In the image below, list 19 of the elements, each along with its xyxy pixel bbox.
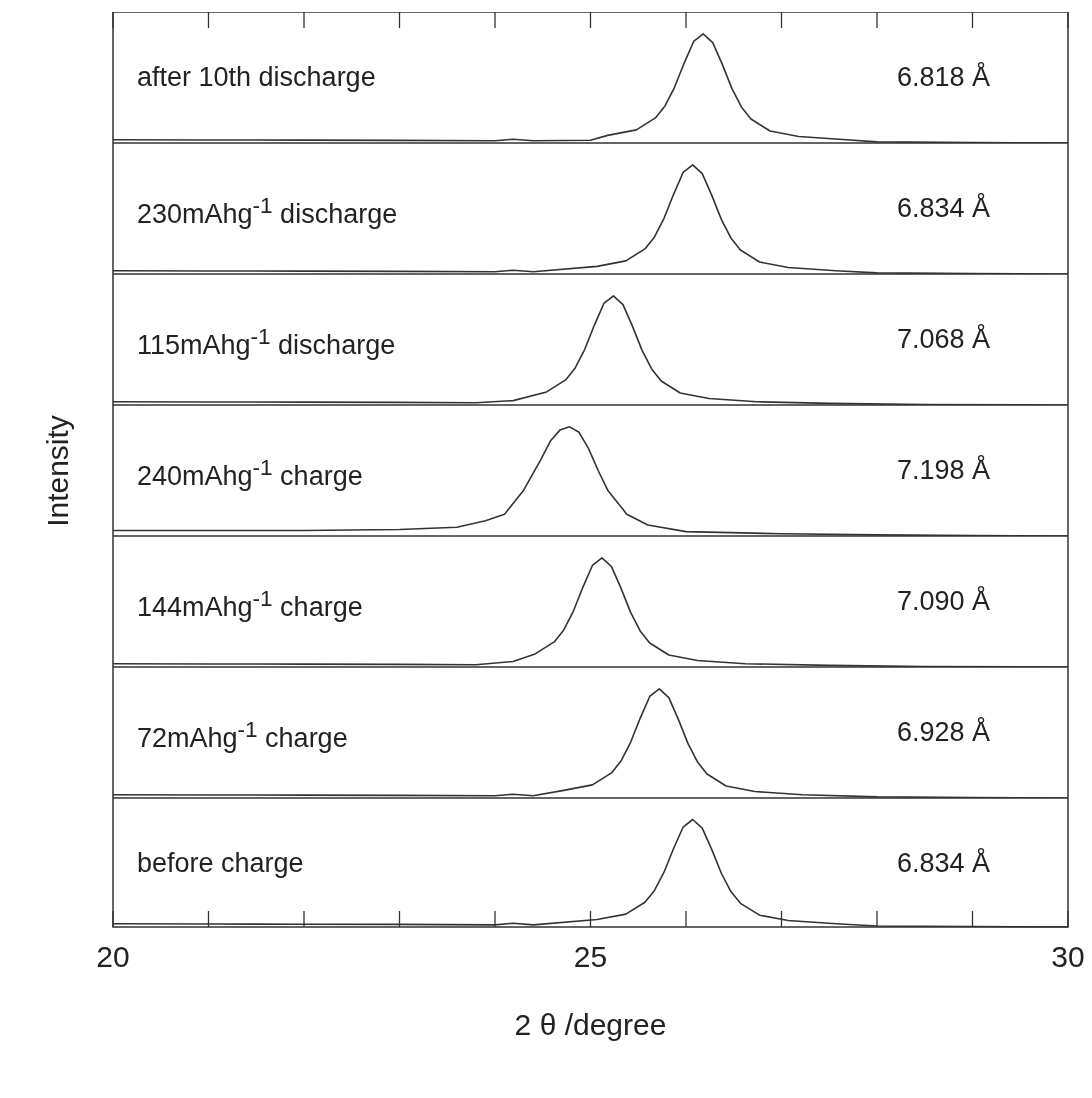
x-tick-label: 25 [573,940,608,974]
annotation: 6.834 Å [896,193,990,223]
annotation: 115mAhg$^{-1}$ discharge [137,324,396,360]
x-tick-label: 30 [1051,940,1085,974]
annotation: before charge [137,848,304,878]
annotation: 6.928 Å [896,717,990,747]
x-tick-label: 20 [96,940,130,974]
annotation: 6.818 Å [896,62,990,92]
annotation: 7.198 Å [896,455,990,485]
annotation: after 10th discharge [137,62,376,92]
annotation: 240mAhg$^{-1}$ charge [137,455,363,491]
annotation: 144mAhg$^{-1}$ charge [137,586,363,622]
annotation: 6.834 Å [896,848,990,878]
annotation: 230mAhg$^{-1}$ discharge [137,193,398,229]
annotation: 7.090 Å [896,586,990,616]
y-axis-title: Intensity [40,414,75,527]
x-axis-title: 2 θ /degree [514,1008,667,1042]
annotation: 7.068 Å [896,324,990,354]
annotation: 72mAhg$^{-1}$ charge [137,717,348,753]
